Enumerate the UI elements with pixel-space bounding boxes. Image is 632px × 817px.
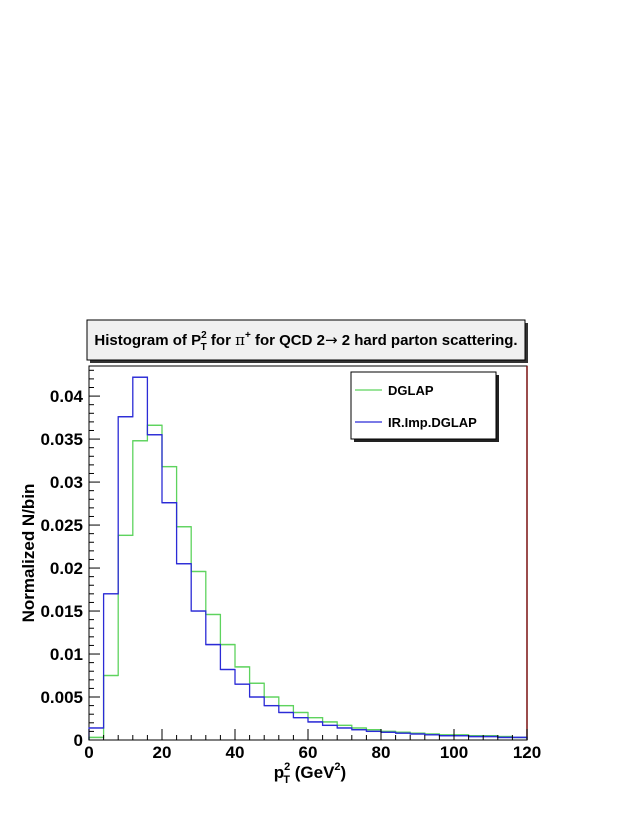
x-tick-label: 20 [153, 743, 172, 762]
y-tick-label: 0.01 [50, 645, 83, 664]
y-tick-label: 0.025 [40, 516, 83, 535]
title-arrow: → [325, 331, 338, 349]
title-particle: π [235, 331, 245, 349]
legend: DGLAP IR.Imp.DGLAP [350, 371, 499, 442]
legend-label-dglap: DGLAP [388, 383, 434, 398]
x-tick-label: 100 [440, 743, 468, 762]
x-axis-title-unit-prefix: (GeV [290, 763, 335, 782]
x-axis: 0 20 40 60 80 100 120 [84, 729, 541, 762]
y-tick-label: 0.015 [40, 602, 83, 621]
x-tick-label: 0 [84, 743, 93, 762]
y-tick-label: 0.02 [50, 559, 83, 578]
x-tick-label: 60 [299, 743, 318, 762]
x-axis-title: p2 T (GeV2) [274, 761, 346, 786]
y-axis: 0 0.005 0.01 0.015 0.02 0.025 0.03 0.035 0.04 [40, 369, 100, 750]
y-tick-label: 0.035 [40, 430, 83, 449]
x-tick-label: 80 [372, 743, 391, 762]
y-axis-title: Normalized N/bin [19, 484, 38, 623]
x-axis-title-base: p [274, 763, 284, 782]
y-tick-label: 0 [74, 731, 83, 750]
y-tick-label: 0.04 [50, 387, 84, 406]
x-axis-title-sub: T [283, 774, 290, 786]
title-suffix-after-arrow: 2 hard parton scattering. [338, 332, 518, 349]
x-tick-label: 40 [226, 743, 245, 762]
title-box: Histogram of P2 T for π+ for QCD 2→ 2 har… [86, 319, 528, 363]
legend-frame [350, 371, 497, 440]
x-axis-title-sup: 2 [284, 761, 290, 773]
title-middle: for [207, 332, 235, 349]
title-particle-sup: + [245, 330, 251, 341]
title-box-frame [86, 319, 526, 361]
x-axis-title-unit-suffix: ) [341, 763, 347, 782]
y-tick-label: 0.03 [50, 473, 83, 492]
title-suffix-before-arrow: for QCD 2 [251, 332, 325, 349]
series-line-dglap [88, 424, 528, 740]
x-axis-title-unit-sup: 2 [334, 761, 340, 773]
title-sub: T [201, 342, 207, 353]
title-prefix: Histogram of P [94, 332, 201, 349]
y-tick-label: 0.005 [40, 688, 83, 707]
legend-label-ir-imp-dglap: IR.Imp.DGLAP [388, 415, 477, 430]
chart-title: Histogram of P2 T for π+ for QCD 2→ 2 har… [94, 330, 517, 353]
x-tick-label: 120 [513, 743, 541, 762]
title-sup: 2 [201, 330, 207, 341]
